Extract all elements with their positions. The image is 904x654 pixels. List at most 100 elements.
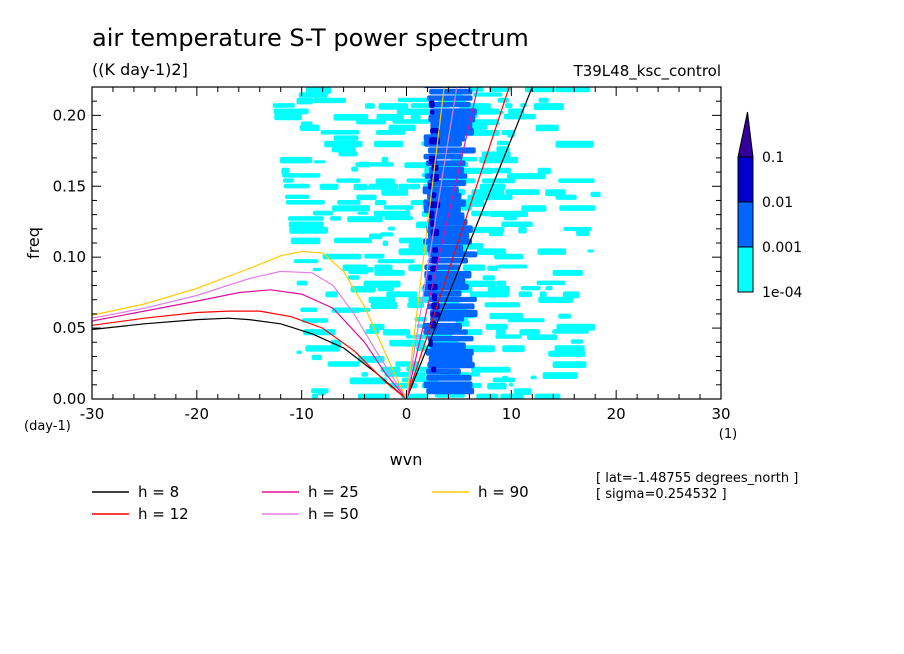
contour-patch-low	[325, 291, 338, 298]
contour-patch-low	[533, 103, 564, 111]
y-tick-label: 0.00	[53, 390, 86, 408]
contour-patch-low	[357, 211, 368, 215]
contour-patch-low	[333, 113, 369, 121]
contour-patch-low	[462, 167, 494, 174]
contour-patch-low	[319, 183, 339, 190]
contour-patch-high	[428, 210, 435, 219]
contour-patch-low	[494, 253, 524, 260]
contour-patch-low	[337, 200, 361, 205]
contour-patch-low	[383, 329, 411, 336]
contour-patch-low	[374, 269, 405, 276]
contour-patch-low	[300, 307, 318, 312]
contour-patch-low	[461, 280, 496, 287]
contour-patch-low	[554, 345, 585, 353]
contour-patch-high	[430, 311, 440, 318]
contour-patch-low	[396, 108, 433, 115]
contour-patch-low	[293, 259, 319, 264]
contour-patch-low	[404, 162, 430, 169]
curve-west	[92, 289, 407, 399]
contour-patch-low	[358, 161, 370, 168]
contour-patch-mid	[429, 296, 477, 302]
info-lat: [ lat=-1.48755 degrees_north ]	[596, 471, 798, 486]
contour-patch-low	[357, 393, 390, 399]
contour-patch-low	[489, 312, 524, 320]
contour-patch-low	[409, 183, 420, 190]
contour-patch-low	[283, 183, 310, 189]
contour-patch-low	[368, 296, 396, 304]
contour-patch-low	[408, 264, 423, 272]
contour-patch-mid	[422, 322, 463, 330]
contour-patch-low	[331, 339, 341, 347]
contour-patch-low	[471, 119, 500, 126]
contour-patch-low	[330, 216, 342, 221]
contour-patch-low	[495, 329, 506, 335]
contour-patch-low	[296, 280, 308, 286]
contour-patch-high	[430, 265, 437, 272]
contour-patch-low	[518, 291, 533, 298]
contour-patch-high	[428, 100, 435, 108]
contour-patch-low	[467, 226, 505, 233]
contour-patch-low	[556, 323, 596, 331]
contour-patch-low	[406, 178, 433, 183]
contour-patch-low	[489, 210, 528, 217]
contour-patch-low	[327, 361, 360, 367]
contour-patch-low	[563, 291, 580, 299]
contour-patch-low	[497, 97, 509, 103]
contour-patch-low	[590, 191, 601, 198]
contour-patch-low	[312, 210, 333, 216]
contour-patch-mid	[428, 355, 473, 364]
contour-patch-low	[332, 205, 370, 212]
contour-patch-low	[282, 178, 294, 183]
contour-patch-low	[347, 216, 383, 223]
contour-patch-low	[545, 286, 553, 291]
x-unit-label: (1)	[719, 427, 737, 442]
contour-patch-low	[502, 375, 509, 382]
contour-patch-high	[432, 293, 438, 302]
contour-patch-low	[476, 248, 506, 255]
contour-patch-low	[479, 156, 519, 164]
x-tick-label: 0	[402, 405, 412, 423]
contour-patch-low	[542, 372, 578, 379]
contour-patch-low	[357, 307, 371, 312]
colorbar-label: 0.001	[762, 240, 802, 256]
contour-patch-low	[387, 226, 396, 231]
contour-patch-high	[430, 128, 440, 134]
contour-patch-mid	[430, 127, 474, 136]
contour-patch-low	[342, 264, 368, 272]
curve-east	[405, 87, 510, 399]
contour-patch-low	[374, 200, 387, 206]
contour-patch-low	[496, 280, 507, 287]
y-axis-label: freq	[24, 227, 43, 259]
contour-patch-low	[386, 291, 418, 298]
curve-east	[405, 87, 458, 399]
contour-patch-low	[404, 342, 418, 347]
contour-patch-low	[570, 339, 584, 344]
contour-patch-low	[388, 124, 416, 131]
contour-patch-low	[519, 329, 540, 336]
contour-patch-low	[287, 216, 324, 221]
contour-patch-low	[508, 108, 525, 115]
x-tick-label: 20	[607, 405, 626, 423]
contour-patch-low	[382, 240, 389, 247]
contour-patch-low	[410, 113, 421, 120]
contour-patch-low	[530, 375, 537, 380]
contour-patch-low	[509, 382, 514, 387]
contour-patch-low	[312, 267, 322, 272]
contour-patch-low	[378, 103, 409, 110]
contour-patch-low	[381, 156, 389, 164]
contour-patch-low	[487, 382, 507, 390]
contour-patch-high	[427, 284, 438, 291]
contour-patch-low	[331, 146, 356, 153]
contour-patch-low	[375, 178, 395, 185]
contour-patch-low	[534, 393, 561, 399]
contour-patch-low	[398, 248, 428, 256]
curve-east	[405, 87, 533, 399]
contour-patch-low	[518, 226, 527, 234]
contour-patch-low	[535, 124, 559, 132]
contour-patch-high	[429, 109, 435, 115]
contour-patch-low	[555, 140, 594, 148]
curve-east	[405, 87, 479, 399]
contour-patch-mid	[429, 88, 473, 95]
contour-patch-low	[476, 393, 499, 399]
